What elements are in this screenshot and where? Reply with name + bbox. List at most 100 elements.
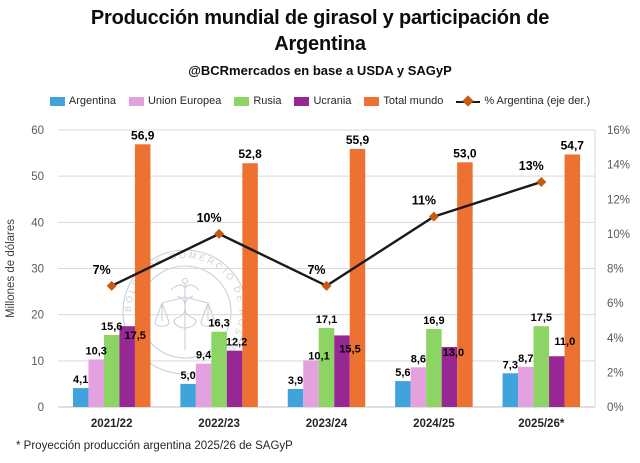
- y-left-tick-label: 10: [31, 356, 44, 368]
- bar-rusia: [211, 331, 227, 407]
- legend-swatch-icon: [49, 96, 65, 106]
- bar-union-europea: [410, 367, 427, 407]
- y-right-tick-label: 6%: [607, 298, 624, 310]
- bar-data-label: 5,6: [395, 367, 410, 379]
- y-left-tick-label: 30: [31, 264, 44, 276]
- bar-data-label: 13,0: [443, 347, 464, 359]
- pct-data-label: 7%: [307, 263, 325, 277]
- legend-swatch-icon: [234, 96, 250, 106]
- bar-union-europea: [195, 363, 212, 407]
- line-marker-diamond: [536, 176, 547, 187]
- x-tick-label: 2021/22: [91, 418, 133, 430]
- bar-data-label: 8,6: [411, 353, 426, 365]
- bar-data-label: 15,6: [101, 321, 122, 333]
- chart-title: Producción mundial de girasol y particip…: [90, 7, 550, 56]
- bar-data-label: 52,8: [238, 147, 262, 161]
- bar-data-label: 12,2: [226, 337, 247, 349]
- pct-data-label: 11%: [412, 194, 436, 208]
- legend-item-total-mundo: Total mundo: [364, 95, 443, 107]
- line-marker-diamond: [321, 280, 332, 291]
- bar-data-label: 56,9: [131, 128, 155, 142]
- bar-data-label: 10,1: [308, 350, 329, 362]
- x-tick-label: 2025/26*: [518, 418, 565, 430]
- bar-total-mundo: [349, 148, 366, 407]
- pct-data-label: 10%: [197, 211, 222, 225]
- chart-footnote: * Proyección producción argentina 2025/2…: [16, 440, 293, 452]
- chart-subtitle: @BCRmercados en base a USDA y SAGyP: [188, 63, 452, 78]
- y-right-tick-label: 10%: [607, 229, 630, 241]
- legend-label: Argentina: [68, 95, 116, 107]
- bar-data-label: 17,5: [531, 312, 552, 324]
- y-left-tick-label: 40: [31, 217, 44, 229]
- bar-ucrania: [226, 350, 243, 407]
- bar-argentina: [287, 388, 304, 407]
- line-marker-diamond: [428, 211, 439, 222]
- bar-ucrania: [119, 326, 135, 407]
- bar-total-mundo: [457, 162, 473, 407]
- y-right-tick-label: 16%: [607, 125, 630, 137]
- bar-rusia: [533, 326, 550, 407]
- y-right-tick-label: 4%: [607, 333, 624, 345]
- legend-swatch-icon: [128, 96, 144, 106]
- chart-legend: Argentina Union Europea Rusia Ucrania Total …: [0, 95, 640, 107]
- bar-data-label: 16,9: [423, 315, 444, 327]
- bar-total-mundo: [134, 144, 151, 408]
- x-tick-label: 2024/25: [413, 418, 455, 430]
- y-right-tick-label: 0%: [607, 402, 624, 414]
- bar-ucrania: [334, 335, 350, 407]
- legend-item-argentina: Argentina: [49, 95, 116, 107]
- bar-data-label: 11,0: [554, 336, 575, 348]
- bar-data-label: 54,7: [561, 138, 585, 152]
- legend-swatch-icon: [364, 96, 380, 106]
- legend-item-union-europea: Union Europea: [128, 95, 222, 107]
- bar-data-label: 16,3: [208, 318, 229, 330]
- bar-argentina: [72, 388, 89, 407]
- y-right-tick-label: 12%: [607, 194, 630, 206]
- bar-data-label: 10,3: [85, 345, 106, 357]
- bar-union-europea: [518, 366, 534, 407]
- bar-data-label: 3,9: [288, 375, 303, 387]
- bar-total-mundo: [242, 163, 258, 407]
- x-tick-label: 2022/23: [198, 418, 240, 430]
- bar-data-label: 9,4: [196, 350, 212, 362]
- caduceus-scales-icon: [154, 277, 216, 350]
- bar-union-europea: [303, 360, 319, 407]
- bar-data-label: 8,7: [518, 353, 533, 365]
- bar-union-europea: [88, 359, 104, 407]
- legend-label: Ucrania: [313, 95, 352, 107]
- legend-label: Union Europea: [147, 95, 222, 107]
- legend-item-ucrania: Ucrania: [294, 95, 351, 107]
- y-right-tick-label: 2%: [607, 367, 624, 379]
- pct-argentina-line: [111, 180, 542, 288]
- y-left-tick-label: 60: [31, 125, 44, 137]
- legend-label: % Argentina (eje der.): [484, 95, 591, 107]
- bar-data-label: 7,3: [503, 359, 518, 371]
- bar-data-label: 55,9: [346, 133, 370, 147]
- line-marker-icon: [456, 95, 481, 107]
- legend-item--argentina-eje-der-: % Argentina (eje der.): [456, 95, 590, 107]
- y-axis-title: Millones de dólares: [5, 219, 17, 318]
- bar-ucrania: [441, 346, 458, 407]
- x-tick-label: 2023/24: [306, 418, 348, 430]
- line-marker-diamond: [106, 280, 117, 291]
- legend-item-rusia: Rusia: [234, 95, 281, 107]
- y-right-tick-label: 8%: [607, 264, 624, 276]
- bar-ucrania: [549, 356, 565, 407]
- pct-data-label: 13%: [519, 159, 544, 173]
- legend-label: Rusia: [253, 95, 282, 107]
- bar-rusia: [103, 334, 120, 407]
- y-right-tick-label: 14%: [607, 160, 630, 172]
- bar-argentina: [502, 373, 519, 407]
- bar-data-label: 5,0: [180, 370, 195, 382]
- bar-data-label: 17,5: [124, 330, 145, 342]
- bar-data-label: 15,5: [339, 343, 360, 355]
- bar-data-label: 17,1: [316, 314, 337, 326]
- bar-argentina: [395, 381, 411, 407]
- bar-data-label: 53,0: [453, 146, 477, 160]
- bar-rusia: [318, 328, 335, 407]
- bar-data-label: 4,1: [73, 374, 88, 386]
- pct-data-label: 7%: [93, 263, 111, 277]
- legend-label: Total mundo: [383, 95, 444, 107]
